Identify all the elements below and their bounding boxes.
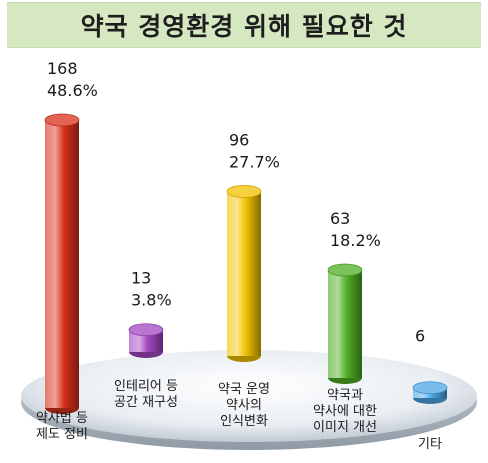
bar-5 [412, 381, 448, 404]
bar-3 [226, 185, 262, 362]
value-label-3: 96 [229, 130, 249, 149]
category-label-2-2: 공간 재구성 [114, 395, 178, 410]
percent-label-1: 48.6% [47, 81, 98, 100]
category-label-3-1: 약국 운영 [218, 382, 270, 397]
chart-floor [21, 350, 477, 450]
category-label-3-3: 인식변화 [220, 414, 268, 429]
value-label-5: 6 [415, 327, 425, 346]
percent-label-3: 27.7% [229, 152, 280, 171]
category-label-5-1: 기타 [418, 437, 442, 452]
bar-2 [128, 323, 164, 358]
category-label-1-1: 약사법 등 [36, 411, 88, 426]
bar-1 [44, 113, 80, 414]
category-label-2-1: 인테리어 등 [114, 379, 178, 394]
value-label-4: 63 [330, 209, 350, 228]
bar-4 [327, 263, 363, 384]
category-label-4-3: 이미지 개선 [313, 420, 377, 435]
value-label-1: 168 [47, 59, 78, 78]
category-label-1-2: 제도 정비 [36, 427, 88, 442]
chart-title: 약국 경영환경 위해 필요한 것 [80, 12, 408, 41]
category-label-3-2: 약사의 [226, 398, 262, 413]
category-label-4-1: 약국과 [327, 388, 363, 403]
category-label-4-2: 약사에 대한 [313, 404, 377, 419]
percent-label-2: 3.8% [131, 291, 172, 310]
percent-label-4: 18.2% [330, 231, 381, 250]
value-label-2: 13 [131, 269, 151, 288]
chart-title-bar: 약국 경영환경 위해 필요한 것 [7, 2, 481, 48]
